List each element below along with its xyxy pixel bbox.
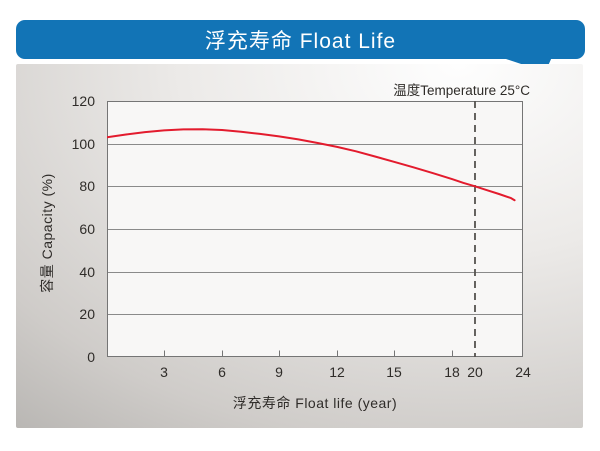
x-tick-label: 3 bbox=[160, 364, 168, 380]
temperature-annotation: 温度Temperature 25°C bbox=[393, 83, 530, 98]
capacity-vs-float-life-line bbox=[107, 128, 516, 202]
x-axis-title: 浮充寿命 Float life (year) bbox=[232, 395, 398, 411]
x-tick-label: 9 bbox=[275, 364, 283, 380]
x-tick-label: 20 bbox=[467, 364, 483, 380]
y-tick-label: 120 bbox=[71, 93, 95, 109]
plot-area bbox=[107, 101, 523, 357]
x-tick-label: 6 bbox=[218, 364, 226, 380]
x-tick-label: 18 bbox=[444, 364, 460, 380]
y-tick-label: 20 bbox=[79, 306, 95, 323]
x-tick-label: 15 bbox=[386, 364, 402, 380]
y-tick-label: 100 bbox=[71, 135, 95, 152]
y-tick-label: 40 bbox=[79, 263, 95, 280]
y-tick-label: 60 bbox=[79, 221, 95, 237]
x-tick-label: 24 bbox=[515, 364, 531, 380]
y-tick-label: 0 bbox=[87, 349, 95, 365]
page-title: 浮充寿命 Float Life bbox=[204, 29, 397, 53]
title-banner: 浮充寿命 Float Life bbox=[16, 20, 585, 59]
capacity-line-chart bbox=[107, 101, 523, 357]
y-tick-label: 80 bbox=[79, 178, 95, 195]
x-tick-label: 12 bbox=[329, 364, 345, 380]
